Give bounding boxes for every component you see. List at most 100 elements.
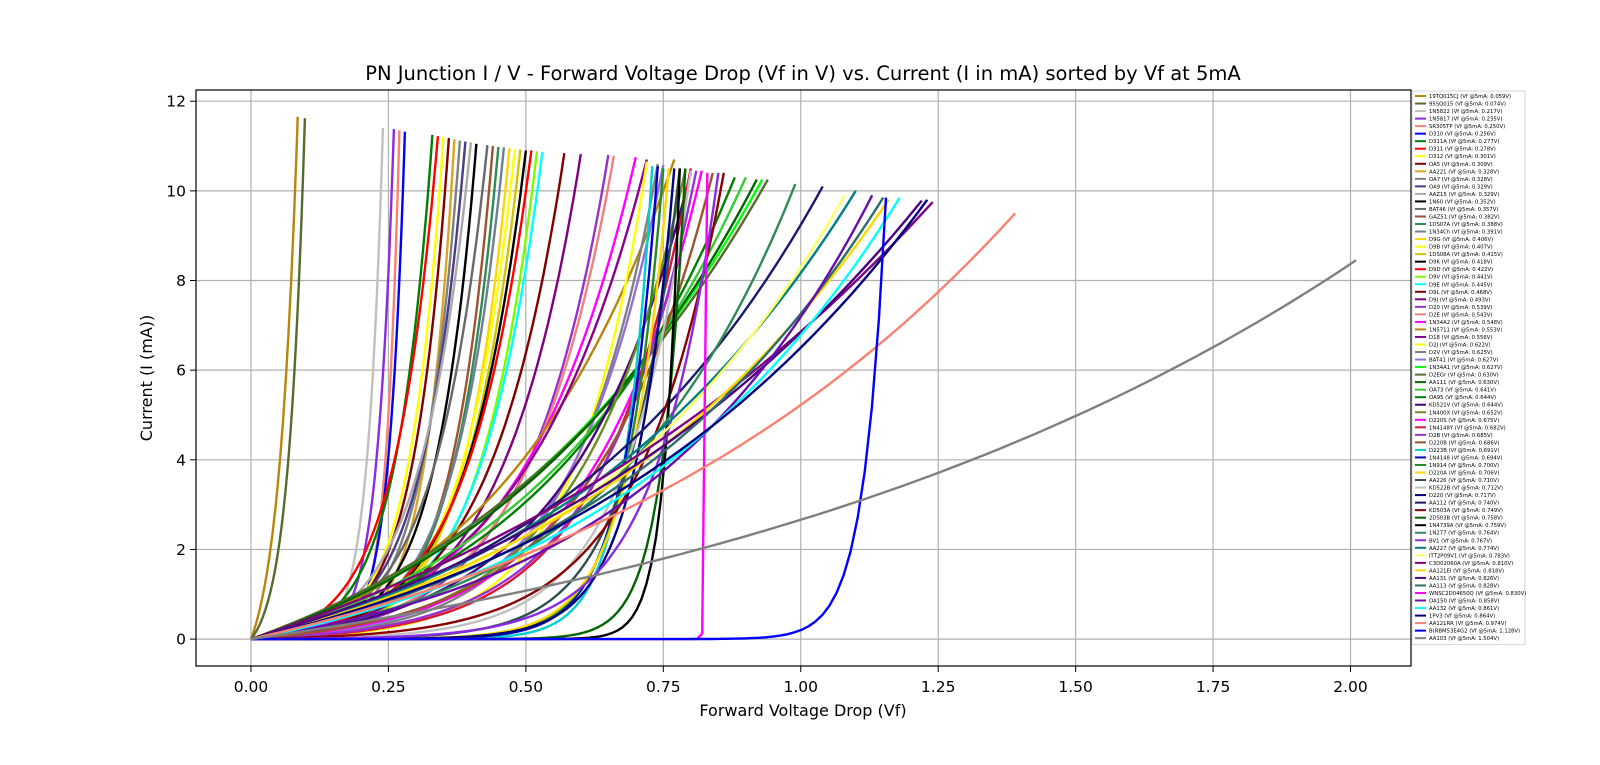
legend-label: 1DS07A (Vf @5mA: 0.388V) bbox=[1429, 222, 1503, 228]
y-tick-label: 12 bbox=[166, 93, 186, 111]
legend-label: C3D02060A (Vf @5mA: 0.810V) bbox=[1429, 561, 1513, 567]
legend-label: AA112 (Vf @5mA: 0.740V) bbox=[1429, 501, 1499, 507]
x-tick-label: 1.00 bbox=[783, 678, 818, 696]
legend-label: AAZ15 (Vf @5mA: 0.329V) bbox=[1429, 192, 1499, 198]
iv-curve bbox=[250, 118, 307, 640]
legend-label: B(RBM53E4G2 (Vf @5mA: 1.128V) bbox=[1429, 629, 1520, 635]
legend-label: WNSC2D04650Q (Vf @5mA: 0.830V) bbox=[1429, 591, 1526, 597]
legend-label: KD503A (Vf @5mA: 0.749V) bbox=[1429, 508, 1503, 514]
legend-box bbox=[1411, 90, 1526, 646]
x-tick-label: 0.25 bbox=[371, 678, 406, 696]
y-tick-label: 6 bbox=[176, 362, 186, 380]
legend-label: D310 (Vf @5mA: 0.256V) bbox=[1429, 132, 1496, 138]
iv-curve bbox=[250, 196, 885, 641]
legend-label: 1N60 (Vf @5mA: 0.352V) bbox=[1429, 199, 1496, 205]
iv-curve bbox=[250, 134, 434, 641]
legend-label: D9J (Vf @5mA: 0.493V) bbox=[1429, 297, 1491, 303]
y-tick-label: 8 bbox=[176, 272, 186, 290]
legend-label: 1N914 (Vf @5mA: 0.700V) bbox=[1429, 463, 1499, 469]
legend-label: BAT46 (Vf @5mA: 0.357V) bbox=[1429, 207, 1498, 213]
legend-label: D220A (Vf @5mA: 0.706V) bbox=[1429, 471, 1499, 477]
legend-label: OA73 (Vf @5mA: 0.641V) bbox=[1429, 388, 1496, 394]
legend-label: 1PV3 (Vf @5mA: 0.864V) bbox=[1429, 614, 1495, 620]
iv-curve bbox=[250, 259, 1357, 641]
legend-label: AA111 (Vf @5mA: 0.630V) bbox=[1429, 380, 1499, 386]
legend-label: AA121RR (Vf @5mA: 0.974V) bbox=[1429, 621, 1506, 627]
y-axis: 0 2 4 6 8 10 12 bbox=[166, 93, 196, 649]
curve-layer bbox=[249, 116, 1357, 641]
legend-label: D311A (Vf @5mA: 0.277V) bbox=[1429, 139, 1499, 145]
legend-label: 1N4148Y (Vf @5mA: 0.682V) bbox=[1429, 425, 1506, 431]
y-tick-label: 4 bbox=[176, 451, 186, 469]
x-tick-label: 0.00 bbox=[234, 678, 269, 696]
legend-label: AA131 (Vf @5mA: 0.826V) bbox=[1429, 576, 1499, 582]
legend-label: ITT2P09V1 (Vf @5mA: 0.783V) bbox=[1429, 553, 1510, 559]
iv-curve bbox=[250, 156, 637, 641]
legend-label: D2E (Vf @5mA: 0.543V) bbox=[1429, 312, 1492, 318]
legend-label: AA221 (Vf @5mA: 0.328V) bbox=[1429, 169, 1499, 175]
iv-curve bbox=[251, 130, 401, 641]
chart-title: PN Junction I / V - Forward Voltage Drop… bbox=[365, 62, 1241, 85]
legend-label: 1N34A2 (Vf @5mA: 0.548V) bbox=[1429, 320, 1503, 326]
legend-label: KD521V (Vf @5mA: 0.644V) bbox=[1429, 403, 1503, 409]
legend-label: D9G (Vf @5mA: 0.406V) bbox=[1429, 237, 1493, 243]
legend: 19TQ015CJ (Vf @5mA: 0.059V) 95SQ015 (Vf @… bbox=[1411, 90, 1526, 646]
legend-label: 19TQ015CJ (Vf @5mA: 0.059V) bbox=[1429, 94, 1511, 100]
legend-label: D2J (Vf @5mA: 0.622V) bbox=[1429, 342, 1491, 348]
y-tick-label: 10 bbox=[166, 182, 186, 200]
x-tick-label: 1.75 bbox=[1196, 678, 1231, 696]
x-tick-label: 0.75 bbox=[646, 678, 681, 696]
legend-label: SR305TP (Vf @5mA: 0.250V) bbox=[1429, 124, 1505, 130]
legend-label: D9V (Vf @5mA: 0.441V) bbox=[1429, 275, 1493, 281]
legend-label: AA121EI (Vf @5mA: 0.818V) bbox=[1429, 568, 1504, 574]
plot-frame bbox=[195, 89, 1412, 667]
legend-label: 2DS03B (Vf @5mA: 0.758V) bbox=[1429, 516, 1503, 522]
legend-label: 1N277 (Vf @5mA: 0.764V) bbox=[1429, 531, 1499, 537]
legend-label: 1N4739A (Vf @5mA: 0.759V) bbox=[1429, 523, 1506, 529]
legend-label: D2B (Vf @5mA: 0.685V) bbox=[1429, 433, 1493, 439]
legend-label: BV1 (Vf @5mA: 0.767V) bbox=[1429, 538, 1492, 544]
legend-label: D223B (Vf @5mA: 0.691V) bbox=[1429, 448, 1499, 454]
legend-label: 1N5817 (Vf @5mA: 0.235V) bbox=[1429, 117, 1502, 123]
y-axis-label: Current (I (mA)) bbox=[137, 315, 156, 441]
legend-label: OA150 (Vf @5mA: 0.858V) bbox=[1429, 599, 1499, 605]
legend-label: 1DS08A (Vf @5mA: 0.415V) bbox=[1429, 252, 1503, 258]
legend-label: D2V (Vf @5mA: 0.625V) bbox=[1429, 350, 1493, 356]
legend-label: AA113 (Vf @5mA: 0.828V) bbox=[1429, 583, 1499, 589]
legend-label: D312 (Vf @5mA: 0.301V) bbox=[1429, 154, 1496, 160]
legend-label: D220 (Vf @5mA: 0.717V) bbox=[1429, 493, 1496, 499]
legend-label: OA9 (Vf @5mA: 0.329V) bbox=[1429, 184, 1493, 190]
iv-curve bbox=[250, 179, 769, 641]
legend-label: 1N4148 (Vf @5mA: 0.694V) bbox=[1429, 455, 1502, 461]
legend-label: OA7 (Vf @5mA: 0.328V) bbox=[1429, 177, 1493, 183]
legend-label: KD522B (Vf @5mA: 0.712V) bbox=[1429, 486, 1503, 492]
legend-label: D9K (Vf @5mA: 0.418V) bbox=[1429, 260, 1493, 266]
legend-label: 1N34Ch (Vf @5mA: 0.391V) bbox=[1429, 230, 1503, 236]
legend-label: D9L (Vf @5mA: 0.468V) bbox=[1429, 290, 1492, 296]
legend-label: 1N400X (Vf @5mA: 0.652V) bbox=[1429, 410, 1503, 416]
legend-label: 1N5822 (Vf @5mA: 0.217V) bbox=[1429, 109, 1502, 115]
iv-curve bbox=[250, 212, 1017, 641]
x-tick-label: 2.00 bbox=[1333, 678, 1368, 696]
legend-label: 95SQ015 (Vf @5mA: 0.074V) bbox=[1429, 102, 1506, 108]
legend-label: AA227 (Vf @5mA: 0.774V) bbox=[1429, 546, 1499, 552]
x-axis: 0.00 0.25 0.50 0.75 1.00 1.25 1.50 1.75 2.00 bbox=[234, 666, 1368, 696]
legend-label: AA103 (Vf @5mA: 1.504V) bbox=[1429, 636, 1499, 642]
iv-curve bbox=[250, 194, 874, 641]
legend-label: D9E (Vf @5mA: 0.445V) bbox=[1429, 282, 1492, 288]
x-tick-label: 0.50 bbox=[509, 678, 544, 696]
legend-label: D2EGr (Vf @5mA: 0.630V) bbox=[1429, 373, 1499, 379]
x-axis-label: Forward Voltage Drop (Vf) bbox=[699, 701, 906, 720]
iv-curve bbox=[250, 185, 824, 641]
legend-label: 1N5711 (Vf @5mA: 0.553V) bbox=[1429, 327, 1502, 333]
y-tick-label: 2 bbox=[176, 541, 186, 559]
legend-label: GAZ51 (Vf @5mA: 0.382V) bbox=[1429, 214, 1500, 220]
legend-label: D9D (Vf @5mA: 0.422V) bbox=[1429, 267, 1493, 273]
legend-label: 1N34A1 (Vf @5mA: 0.627V) bbox=[1429, 365, 1503, 371]
legend-label: D220B (Vf @5mA: 0.686V) bbox=[1429, 440, 1499, 446]
legend-label: D20 (Vf @5mA: 0.539V) bbox=[1429, 305, 1492, 311]
legend-label: D18 (Vf @5mA: 0.556V) bbox=[1429, 335, 1492, 341]
legend-label: BAT41 (Vf @5mA: 0.627V) bbox=[1429, 358, 1498, 364]
x-tick-label: 1.25 bbox=[921, 678, 956, 696]
